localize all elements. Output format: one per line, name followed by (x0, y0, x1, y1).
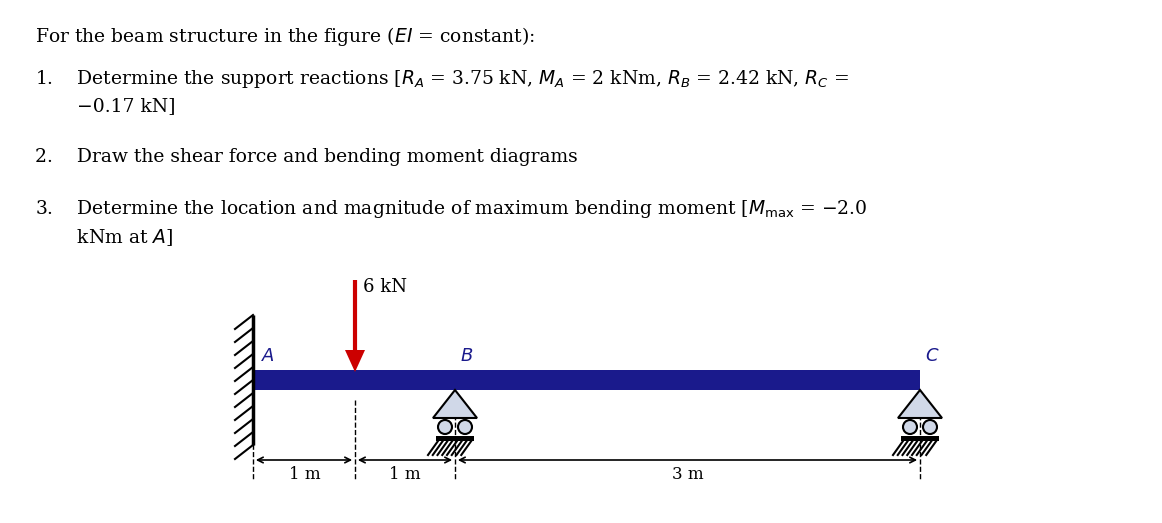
Bar (901, 436, 939, 441)
Text: 1 m: 1 m (389, 466, 421, 483)
Text: $C$: $C$ (925, 347, 940, 365)
Text: 1 m: 1 m (289, 466, 321, 483)
Text: For the beam structure in the figure ($EI$ = constant):: For the beam structure in the figure ($E… (35, 25, 535, 48)
Text: −0.17 kN]: −0.17 kN] (35, 97, 175, 115)
Text: 3 m: 3 m (672, 466, 703, 483)
Circle shape (923, 420, 937, 434)
Circle shape (438, 420, 452, 434)
Text: 2.    Draw the shear force and bending moment diagrams: 2. Draw the shear force and bending mome… (35, 148, 578, 166)
Circle shape (458, 420, 472, 434)
Text: $B$: $B$ (460, 347, 473, 365)
Bar (436, 436, 474, 441)
Polygon shape (433, 390, 476, 418)
Text: 1.    Determine the support reactions [$R_A$ = 3.75 kN, $M_A$ = 2 kNm, $R_B$ = 2: 1. Determine the support reactions [$R_A… (35, 68, 849, 90)
Polygon shape (898, 390, 942, 418)
Polygon shape (345, 350, 365, 372)
Text: 3.    Determine the location and magnitude of maximum bending moment [$M_{\mathr: 3. Determine the location and magnitude … (35, 198, 867, 220)
Text: $A$: $A$ (261, 347, 275, 365)
Bar (254, 370, 920, 390)
Text: kNm at $A$]: kNm at $A$] (35, 227, 173, 248)
Text: 6 kN: 6 kN (363, 278, 407, 296)
Circle shape (903, 420, 917, 434)
